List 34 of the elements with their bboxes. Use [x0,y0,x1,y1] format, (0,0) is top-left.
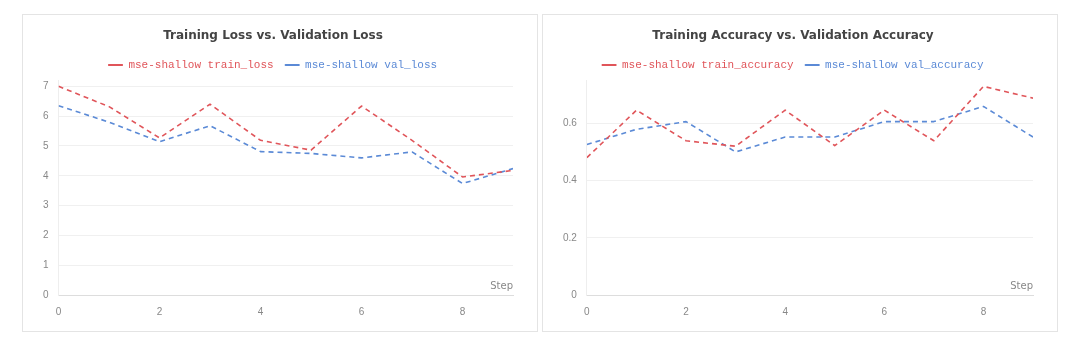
legend-label: mse-shallow train_loss [128,58,274,71]
line-series [586,105,1033,153]
legend-label: mse-shallow val_loss [305,58,438,71]
legend-label: mse-shallow train_accuracy [621,58,794,71]
x-tick-label: 4 [257,305,264,317]
x-tick-label: 0 [584,305,591,317]
y-tick-label: 7 [43,80,49,92]
y-tick-label: 1 [43,258,49,270]
y-tick-label: 2 [43,229,49,241]
line-series [586,85,1033,159]
x-tick-label: 0 [55,305,62,317]
x-axis-title: Step [490,279,513,291]
legend-label: mse-shallow val_accuracy [825,58,984,71]
x-tick-label: 8 [980,305,987,317]
y-tick-label: 3 [43,199,49,211]
y-tick-label: 6 [43,109,49,121]
x-tick-label: 8 [459,305,466,317]
x-tick-label: 4 [782,305,789,317]
y-tick-label: 0 [43,288,49,300]
y-tick-label: 0.2 [563,231,578,243]
x-tick-label: 2 [156,305,163,317]
chart-title: Training Loss vs. Validation Loss [163,28,383,43]
x-tick-label: 2 [683,305,690,317]
line-series [58,104,513,185]
x-axis-title: Step [1010,279,1033,291]
y-tick-label: 5 [43,139,49,151]
chart-title: Training Accuracy vs. Validation Accuracy [652,28,934,43]
x-tick-label: 6 [358,305,365,317]
y-tick-label: 4 [43,169,49,181]
y-tick-label: 0 [571,288,578,300]
x-tick-label: 6 [881,305,888,317]
y-tick-label: 0.6 [563,117,578,129]
line-series [58,85,513,178]
y-tick-label: 0.4 [563,174,578,186]
